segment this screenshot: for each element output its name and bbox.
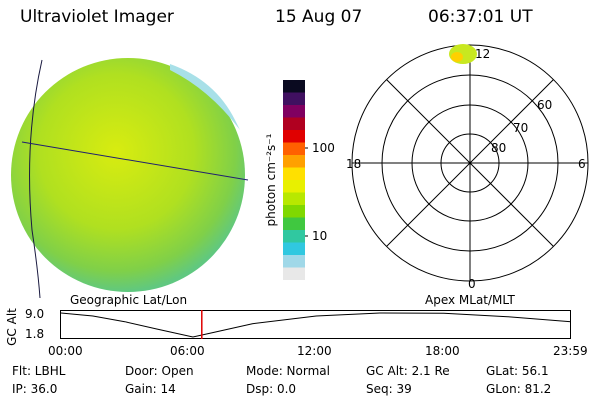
- status-flt: Flt: LBHL: [12, 364, 66, 378]
- timeline-right-title: Apex MLat/MLT: [425, 293, 515, 307]
- status-ip: IP: 36.0: [12, 382, 58, 396]
- status-door: Door: Open: [125, 364, 194, 378]
- timeline-xtick-1: 06:00: [170, 344, 205, 358]
- limb-arc-line: [29, 59, 43, 299]
- colorbar-stripe: [283, 92, 305, 106]
- timeline-xtick-3: 18:00: [425, 344, 460, 358]
- altitude-curve: [60, 312, 572, 338]
- time-label: 06:37:01 UT: [428, 7, 533, 27]
- colorbar-stripe: [283, 167, 305, 181]
- timeline-ytick-18: 1.8: [25, 327, 45, 341]
- polar-label-80: 80: [491, 141, 507, 155]
- status-glat: GLat: 56.1: [486, 364, 549, 378]
- colorbar-stripe: [283, 180, 305, 193]
- altitude-timeline: [60, 310, 572, 339]
- status-dsp: Dsp: 0.0: [246, 382, 297, 396]
- polar-label-0: 0: [468, 277, 476, 291]
- colorbar-stripe: [283, 142, 305, 156]
- polar-label-6: 6: [578, 157, 586, 171]
- colorbar-stripe: [283, 267, 305, 280]
- status-mode: Mode: Normal: [246, 364, 330, 378]
- colorbar-stripe: [283, 255, 305, 268]
- colorbar-stripe: [283, 205, 305, 218]
- colorbar-stripe: [283, 192, 305, 206]
- timeline-xtick-0: 00:00: [48, 344, 83, 358]
- timeline-ylabel: GC Alt: [4, 308, 19, 346]
- polar-grid: [351, 44, 589, 282]
- colorbar-tick-10: 10: [312, 229, 328, 243]
- earth-disk: [11, 58, 245, 292]
- status-gain: Gain: 14: [125, 382, 176, 396]
- status-seq: Seq: 39: [366, 382, 412, 396]
- colorbar-label: photon cm⁻²s⁻¹: [264, 133, 278, 227]
- app-title: Ultraviolet Imager: [20, 7, 174, 27]
- timeline-xtick-4: 23:59: [553, 344, 588, 358]
- colorbar-stripe: [283, 130, 305, 143]
- terminator-line: [21, 141, 249, 181]
- colorbar-stripe: [283, 242, 305, 256]
- timeline-xtick-2: 12:00: [297, 344, 332, 358]
- uv-image-panel: [11, 58, 249, 299]
- polar-label-12: 12: [475, 47, 491, 61]
- colorbar-stripe: [283, 230, 305, 243]
- polar-label-60: 60: [537, 98, 553, 112]
- colorbar-stripe: [283, 117, 305, 131]
- colorbar-stripe: [283, 155, 305, 168]
- status-gcalt: GC Alt: 2.1 Re: [366, 364, 450, 378]
- colorbar-stripe: [283, 217, 305, 231]
- disk-edge-glow: [170, 64, 240, 130]
- timeline-ytick-9: 9.0: [25, 307, 45, 321]
- colorbar-stripe: [283, 105, 305, 118]
- polar-label-18: 18: [346, 157, 362, 171]
- date-label: 15 Aug 07: [275, 7, 363, 27]
- status-glon: GLon: 81.2: [486, 382, 552, 396]
- polar-label-70: 70: [513, 121, 529, 135]
- colorbar-stripe: [283, 80, 305, 93]
- colorbar: [283, 80, 308, 280]
- timeline-left-title: Geographic Lat/Lon: [70, 293, 188, 307]
- colorbar-tick-100: 100: [312, 141, 335, 155]
